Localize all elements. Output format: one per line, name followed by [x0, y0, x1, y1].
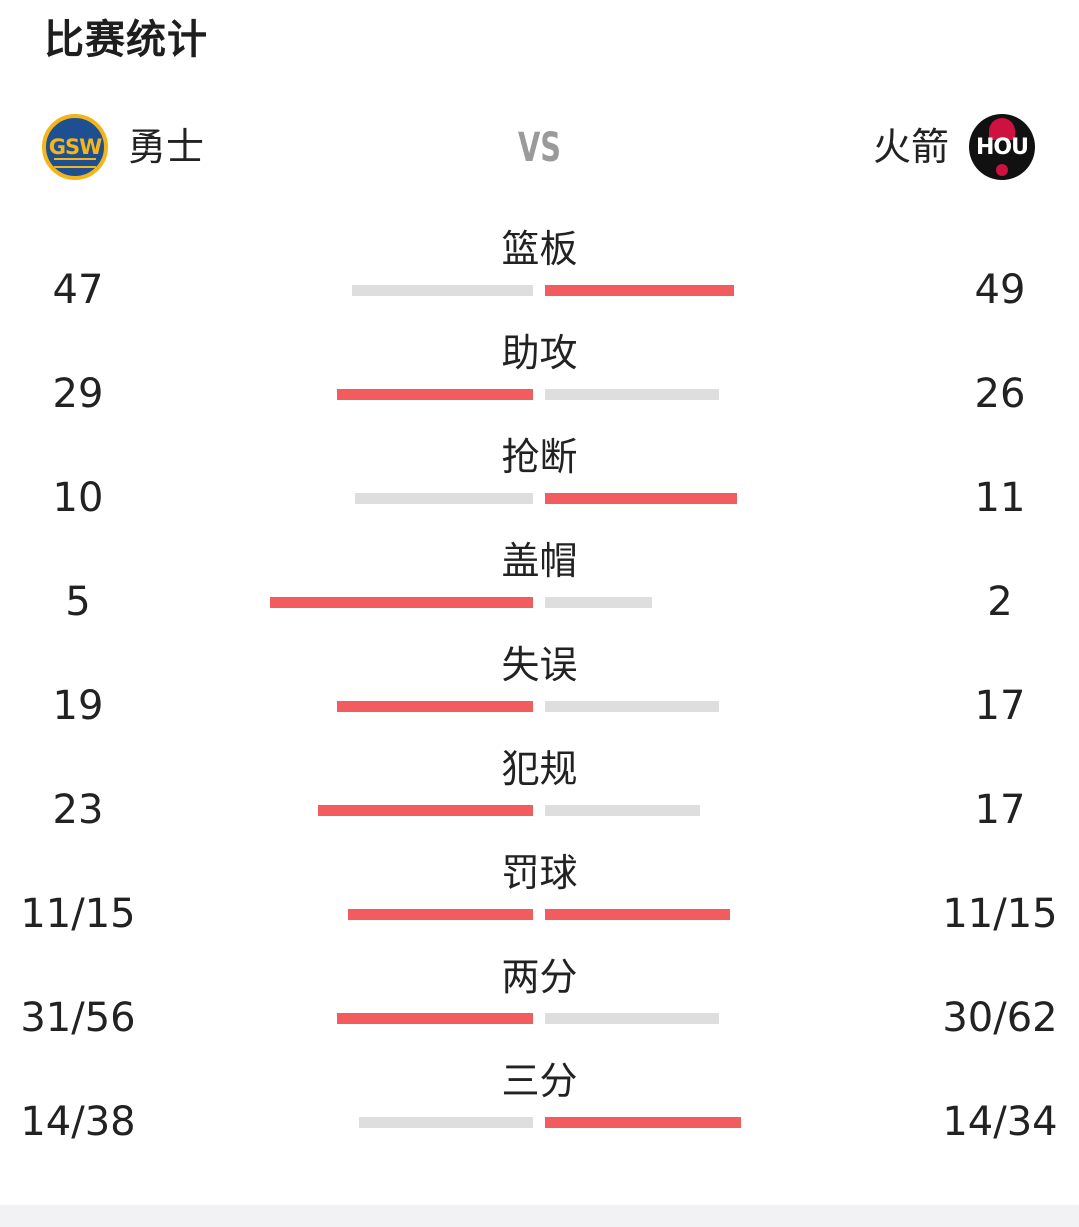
stat-row-steals: 抢断 10 11: [0, 430, 1079, 534]
away-stat-bar: [545, 701, 719, 712]
home-stat-value: 19: [52, 683, 104, 729]
stat-label: 三分: [501, 1059, 578, 1103]
away-stat-bar: [545, 1117, 741, 1128]
home-stat-value: 31/56: [20, 995, 136, 1041]
home-stat-value: 5: [65, 579, 91, 625]
home-stat-bar: [318, 805, 533, 816]
stat-row-blocks: 盖帽 5 2: [0, 534, 1079, 638]
home-team[interactable]: GSW 勇士: [42, 112, 204, 182]
away-stat-value: 30/62: [942, 995, 1058, 1041]
page-title: 比赛统计: [44, 17, 208, 63]
stat-row-assists: 助攻 29 26: [0, 326, 1079, 430]
home-logo-text: GSW: [48, 135, 103, 159]
stat-row-fouls: 犯规 23 17: [0, 742, 1079, 846]
away-team-name: 火箭: [872, 125, 949, 169]
home-stat-value: 29: [52, 371, 104, 417]
away-team[interactable]: 火箭 HOU: [873, 112, 1035, 182]
home-stat-value: 14/38: [20, 1099, 136, 1145]
home-stat-bar: [337, 701, 533, 712]
home-stat-bar: [355, 493, 533, 504]
away-stat-bar: [545, 909, 730, 920]
away-stat-value: 11: [974, 475, 1026, 521]
stat-label: 篮板: [501, 227, 578, 271]
away-stat-bar: [545, 493, 737, 504]
away-stat-bar: [545, 597, 652, 608]
home-stat-value: 11/15: [20, 891, 136, 937]
stat-label: 盖帽: [501, 539, 578, 583]
away-logo-text: HOU: [976, 134, 1029, 160]
stat-label: 失误: [501, 643, 578, 687]
home-stat-bar: [348, 909, 533, 920]
away-stat-bar: [545, 1013, 719, 1024]
away-stat-bar: [545, 805, 700, 816]
stat-label: 助攻: [501, 331, 578, 375]
vs-label: VS: [517, 125, 562, 171]
stat-label: 罚球: [501, 851, 578, 895]
stat-label: 抢断: [501, 435, 578, 479]
away-stat-bar: [545, 285, 734, 296]
rockets-logo-icon: HOU: [969, 114, 1035, 180]
stat-row-three-pointers: 三分 14/38 14/34: [0, 1054, 1079, 1158]
stat-label: 两分: [501, 955, 578, 999]
home-stat-value: 47: [52, 267, 104, 313]
home-stat-value: 10: [52, 475, 104, 521]
stat-row-rebounds: 篮板 47 49: [0, 222, 1079, 326]
home-stat-bar: [352, 285, 533, 296]
stat-row-free-throws: 罚球 11/15 11/15: [0, 846, 1079, 950]
away-stat-value: 17: [974, 683, 1026, 729]
away-stat-value: 26: [974, 371, 1026, 417]
stat-row-turnovers: 失误 19 17: [0, 638, 1079, 742]
home-team-name: 勇士: [128, 125, 205, 169]
stat-label: 犯规: [501, 747, 578, 791]
home-stat-value: 23: [52, 787, 104, 833]
away-stat-value: 2: [987, 579, 1013, 625]
bottom-divider: [0, 1205, 1079, 1227]
away-stat-value: 17: [974, 787, 1026, 833]
away-stat-value: 14/34: [942, 1099, 1058, 1145]
stat-row-two-pointers: 两分 31/56 30/62: [0, 950, 1079, 1054]
warriors-logo-icon: GSW: [42, 114, 108, 180]
home-stat-bar: [337, 1013, 533, 1024]
away-stat-bar: [545, 389, 719, 400]
home-stat-bar: [337, 389, 533, 400]
home-stat-bar: [270, 597, 533, 608]
away-stat-value: 11/15: [942, 891, 1058, 937]
away-stat-value: 49: [974, 267, 1026, 313]
home-stat-bar: [359, 1117, 533, 1128]
